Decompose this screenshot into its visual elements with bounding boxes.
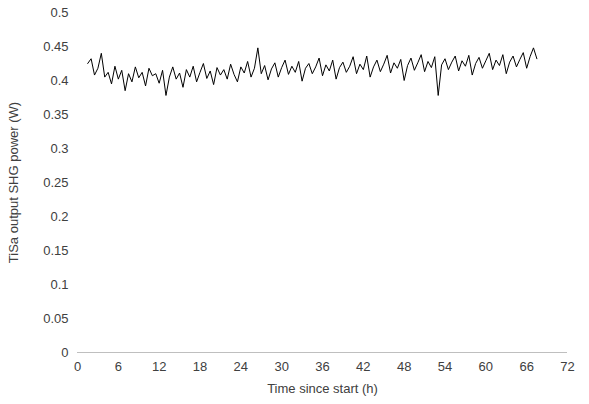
svg-text:0.15: 0.15: [43, 243, 68, 258]
svg-text:0.25: 0.25: [43, 175, 68, 190]
svg-text:6: 6: [115, 359, 122, 374]
svg-text:42: 42: [356, 359, 370, 374]
svg-text:48: 48: [397, 359, 411, 374]
svg-text:0.05: 0.05: [43, 311, 68, 326]
svg-text:Time since start (h): Time since start (h): [267, 381, 378, 396]
svg-text:60: 60: [479, 359, 493, 374]
svg-text:0.2: 0.2: [50, 209, 68, 224]
svg-text:0.5: 0.5: [50, 5, 68, 20]
svg-text:18: 18: [193, 359, 207, 374]
svg-text:0: 0: [74, 359, 81, 374]
svg-text:12: 12: [152, 359, 166, 374]
svg-text:0.1: 0.1: [50, 277, 68, 292]
svg-text:0.4: 0.4: [50, 73, 68, 88]
svg-text:0.35: 0.35: [43, 107, 68, 122]
svg-text:30: 30: [274, 359, 288, 374]
svg-text:0.45: 0.45: [43, 39, 68, 54]
svg-text:36: 36: [315, 359, 329, 374]
svg-text:0: 0: [61, 345, 68, 360]
svg-text:TiSa output SHG power (W): TiSa output SHG power (W): [6, 102, 21, 263]
svg-text:66: 66: [519, 359, 533, 374]
svg-text:24: 24: [234, 359, 248, 374]
svg-text:0.3: 0.3: [50, 141, 68, 156]
svg-text:72: 72: [560, 359, 574, 374]
svg-text:54: 54: [438, 359, 452, 374]
